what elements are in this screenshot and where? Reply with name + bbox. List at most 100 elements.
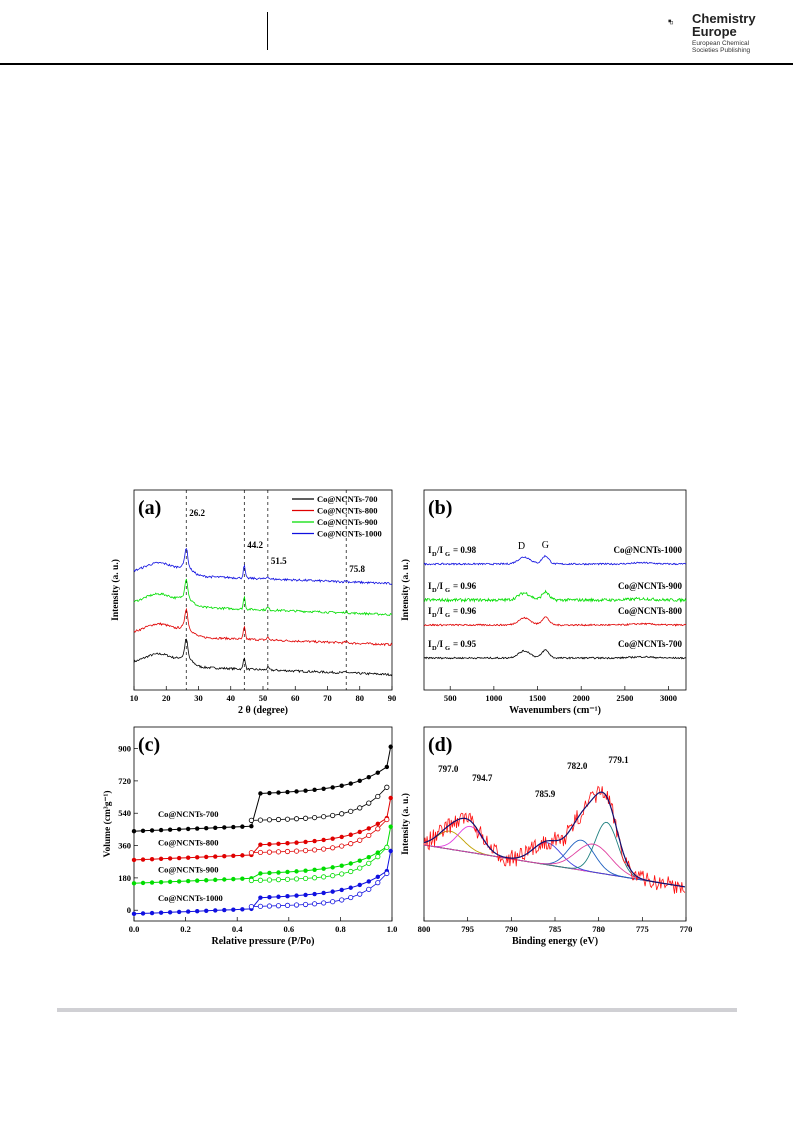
panel-c-adsorption-point bbox=[222, 825, 227, 830]
panel-c-adsorption-point bbox=[312, 867, 317, 872]
panel-c-adsorption-point bbox=[267, 842, 272, 847]
panel-b-frame bbox=[423, 489, 687, 691]
panel-c-adsorption-point bbox=[339, 783, 344, 788]
panel-c-desorption-point bbox=[257, 849, 264, 856]
header-rule bbox=[0, 63, 793, 65]
panel-b-ratio-d-sub: D bbox=[432, 645, 437, 652]
panel-a-series-line bbox=[133, 578, 393, 617]
panel-d-x-tick-label: 800 bbox=[418, 924, 431, 934]
panel-b-ratio-value: = 0.96 bbox=[453, 581, 477, 591]
panel-c-ylabel: Volume (cm³g⁻¹) bbox=[102, 790, 113, 857]
panel-c-desorption-point bbox=[284, 848, 291, 855]
panel-c-adsorption-point bbox=[357, 778, 362, 783]
panel-c-adsorption-point bbox=[149, 880, 155, 885]
panel-b-ratio-g-sub: G bbox=[445, 645, 450, 652]
panel-c-desorption-point bbox=[248, 817, 254, 823]
panel-c-desorption-point bbox=[357, 837, 363, 843]
panel-c-adsorption-point bbox=[140, 828, 146, 834]
footer-rule bbox=[57, 1008, 737, 1012]
panel-b-xlabel: Wavenumbers (cm⁻¹) bbox=[509, 705, 601, 716]
panel-c-desorption-point bbox=[339, 811, 345, 817]
panel-b-ratio-value: = 0.96 bbox=[453, 606, 477, 616]
panel-c-desorption-point bbox=[293, 902, 300, 908]
logo-line-1: Chemistry bbox=[692, 11, 756, 26]
panel-c-desorption-point bbox=[293, 876, 300, 882]
panel-c-adsorption-point bbox=[213, 854, 218, 859]
panel-c-adsorption-point bbox=[388, 744, 393, 749]
panel-c-desorption-point bbox=[357, 891, 363, 897]
panel-b-series-line bbox=[423, 589, 687, 603]
panel-c-adsorption-point bbox=[285, 841, 290, 846]
panel-c-adsorption-point bbox=[231, 824, 236, 830]
panel-b-x-tick-label: 3000 bbox=[660, 693, 677, 703]
panel-c-desorption-point bbox=[302, 815, 309, 821]
panel-c-series-label: Co@NCNTs-800 bbox=[158, 838, 219, 848]
panel-c-desorption-point bbox=[384, 784, 390, 790]
panel-c-adsorption-point bbox=[204, 854, 209, 860]
panel-c-adsorption-point bbox=[321, 837, 326, 843]
panel-c-y-tick-label: 900 bbox=[118, 744, 131, 754]
panel-c-x-tick-label: 1.0 bbox=[387, 924, 398, 934]
panel-a-label: (a) bbox=[138, 497, 161, 519]
panel-b-series-label: Co@NCNTs-1000 bbox=[613, 545, 682, 555]
panel-c-adsorption-point bbox=[348, 861, 353, 866]
panel-a-peak-label: 51.5 bbox=[271, 556, 287, 566]
panel-c-adsorption-point bbox=[294, 893, 299, 898]
panel-c-adsorption-point bbox=[140, 857, 146, 862]
panel-c-adsorption-point bbox=[140, 880, 146, 886]
panel-c-desorption-point bbox=[257, 877, 264, 883]
panel-c-adsorption-point bbox=[366, 879, 371, 884]
panel-a-x-tick-label: 80 bbox=[356, 693, 365, 703]
panel-c-adsorption-point bbox=[231, 907, 236, 912]
panel-c-adsorption-point bbox=[167, 910, 173, 915]
panel-c-desorption-point bbox=[302, 847, 309, 854]
panel-c-desorption-point bbox=[248, 850, 254, 856]
panel-c-desorption-point bbox=[293, 816, 300, 822]
panel-a-x-tick-label: 20 bbox=[162, 693, 171, 703]
panel-b-series-label: Co@NCNTs-700 bbox=[618, 639, 683, 649]
panel-b-band-d: D bbox=[518, 541, 525, 552]
panel-c-x-tick-label: 0.2 bbox=[180, 924, 191, 934]
panel-b-ratio-i: I bbox=[428, 545, 432, 555]
panel-c-desorption-point bbox=[275, 816, 282, 823]
panel-c-adsorption-line bbox=[133, 797, 392, 861]
panel-c-desorption-point bbox=[302, 875, 309, 882]
panel-c-adsorption-point bbox=[388, 795, 393, 801]
panel-a-ylabel: Intensity (a. u.) bbox=[110, 559, 121, 621]
panel-c-desorption-point bbox=[312, 814, 318, 821]
panel-c-adsorption-point bbox=[185, 855, 191, 860]
panel-c-adsorption-point bbox=[149, 910, 155, 916]
panel-c-adsorption-point bbox=[330, 889, 335, 894]
panel-c-adsorption-point bbox=[167, 879, 173, 884]
panel-d-raw-line bbox=[423, 785, 686, 894]
panel-d-peak-label: 794.7 bbox=[472, 773, 493, 783]
panel-c-adsorption-point bbox=[195, 878, 200, 883]
panel-c-adsorption-point bbox=[204, 908, 209, 913]
panel-a-x-tick-label: 60 bbox=[291, 693, 300, 703]
panel-c-desorption-point bbox=[348, 841, 354, 847]
panel-c-desorption-point bbox=[321, 874, 327, 880]
panel-c-adsorption-point bbox=[240, 876, 245, 881]
panel-b-ratio-slash: /I bbox=[436, 606, 444, 616]
panel-c-adsorption-point bbox=[312, 891, 317, 897]
panel-c-adsorption-point bbox=[303, 892, 308, 898]
panel-c-adsorption-point bbox=[195, 855, 200, 860]
panel-c-desorption-point bbox=[384, 844, 390, 851]
panel-c-adsorption-point bbox=[384, 764, 390, 770]
panel-b-ylabel: Intensity (a. u.) bbox=[400, 559, 411, 621]
panel-c-desorption-line bbox=[251, 819, 388, 854]
logo-line-2: Europe bbox=[692, 24, 737, 39]
panel-c-desorption-line bbox=[251, 786, 388, 821]
panel-c-adsorption-point bbox=[366, 775, 371, 780]
panel-c-adsorption-point bbox=[388, 824, 393, 829]
panel-c-adsorption-line bbox=[133, 850, 392, 915]
panel-c-desorption-point bbox=[330, 845, 336, 851]
panel-b-x-tick-label: 2000 bbox=[573, 693, 590, 703]
panel-c-adsorption-point bbox=[285, 789, 290, 795]
panel-c-x-tick-label: 0.8 bbox=[335, 924, 346, 934]
panel-c-desorption-point bbox=[375, 880, 381, 886]
panel-c-adsorption-point bbox=[375, 850, 381, 855]
panel-b-label: (b) bbox=[428, 497, 452, 519]
panel-a-legend-label: Co@NCNTs-800 bbox=[317, 506, 378, 516]
panel-d-component-line bbox=[423, 821, 685, 888]
